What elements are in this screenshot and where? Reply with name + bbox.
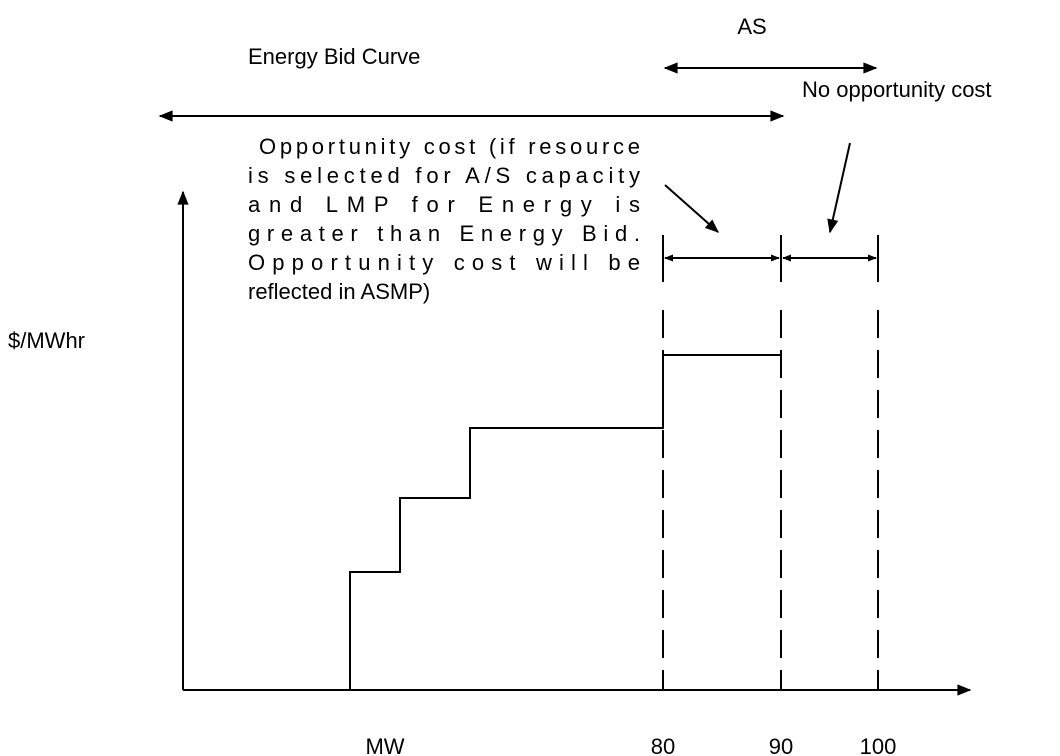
no-opp-label: No opportunity cost (802, 77, 992, 102)
x-tick-label: 80 (651, 734, 675, 756)
note-line: is selected for A/S capacity (248, 163, 640, 188)
note: Opportunity cost (if resource is selecte… (248, 134, 640, 304)
x-axis-label: MW (365, 734, 404, 756)
x-tick-label: 90 (769, 734, 793, 756)
energy-bid-label: Energy Bid Curve (248, 44, 420, 69)
note-line: Opportunity cost will be (248, 250, 640, 275)
bid-curve (349, 354, 781, 690)
pointer-arrow (664, 184, 720, 233)
note-line: and LMP for Energy is (248, 192, 640, 217)
note-line: Opportunity cost (if resource (259, 134, 640, 159)
x-tick-label: 100 (860, 734, 897, 756)
y-axis-label: $/MWhr (8, 328, 85, 353)
note-line: reflected in ASMP) (248, 279, 430, 304)
as-label: AS (737, 14, 766, 39)
note-line: greater than Energy Bid. (248, 221, 640, 246)
pointer-arrow (827, 142, 851, 234)
